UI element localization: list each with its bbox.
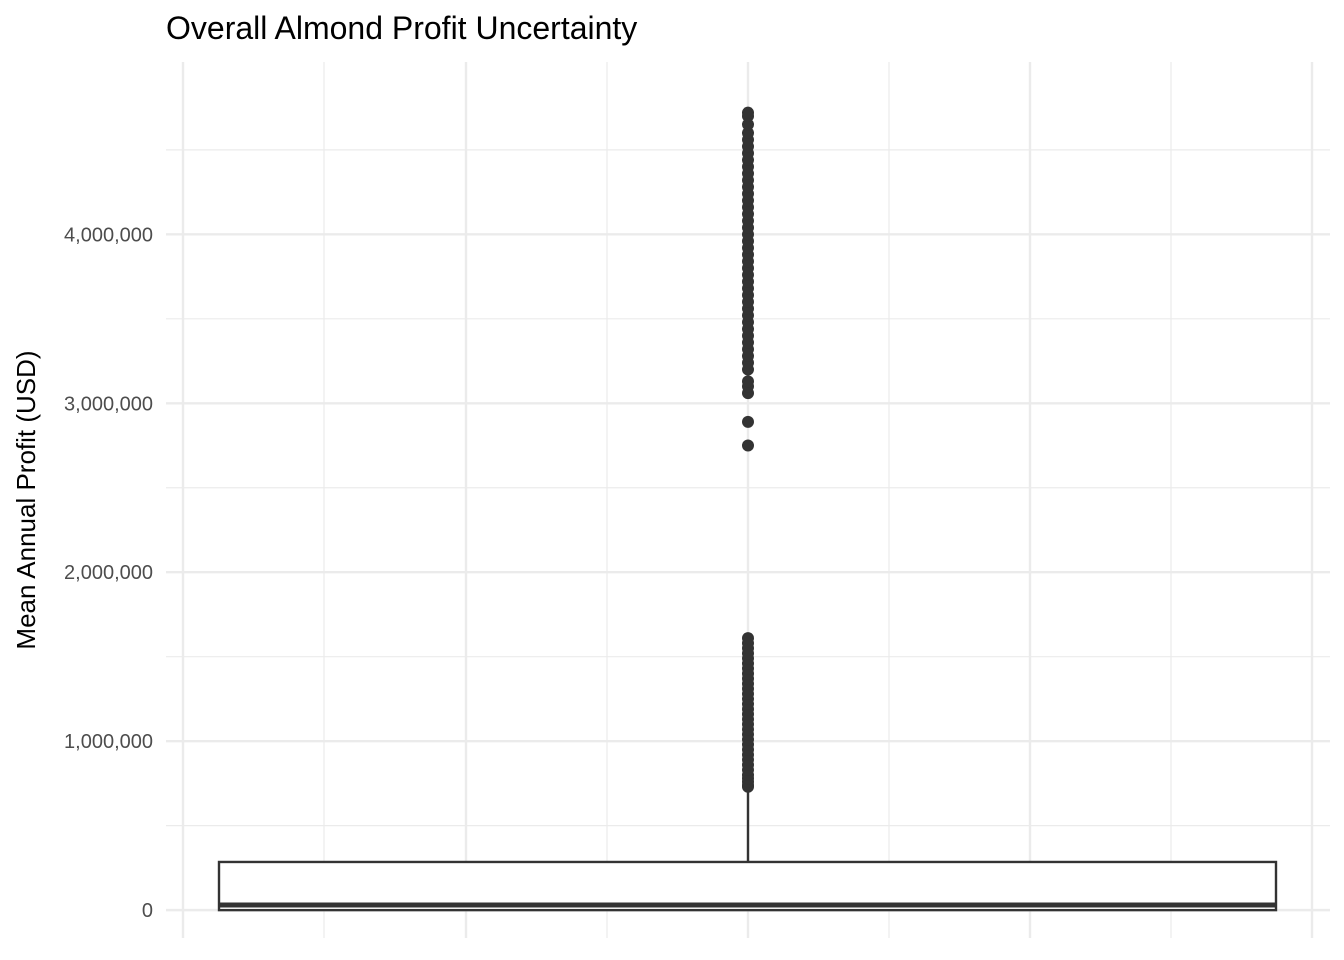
interquartile-box — [217, 860, 1278, 912]
chart-title: Overall Almond Profit Uncertainty — [166, 10, 637, 46]
y-tick-label: 4,000,000 — [64, 224, 153, 246]
outlier-point — [742, 415, 754, 428]
y-axis-ticks: 0 1,000,000 2,000,000 3,000,000 4,000,000 — [64, 224, 153, 922]
outlier-point — [742, 439, 754, 452]
y-tick-label: 3,000,000 — [64, 393, 153, 415]
box-element — [217, 790, 1278, 912]
outlier-point — [742, 118, 754, 131]
outlier-points — [742, 106, 754, 793]
outlier-point — [742, 632, 754, 645]
y-tick-label: 0 — [142, 900, 153, 922]
y-tick-label: 2,000,000 — [64, 562, 153, 584]
outlier-point — [742, 375, 754, 388]
outlier-point — [742, 126, 754, 139]
y-tick-label: 1,000,000 — [64, 731, 153, 753]
y-axis-label: Mean Annual Profit (USD) — [11, 350, 41, 649]
outlier-point — [742, 106, 754, 119]
